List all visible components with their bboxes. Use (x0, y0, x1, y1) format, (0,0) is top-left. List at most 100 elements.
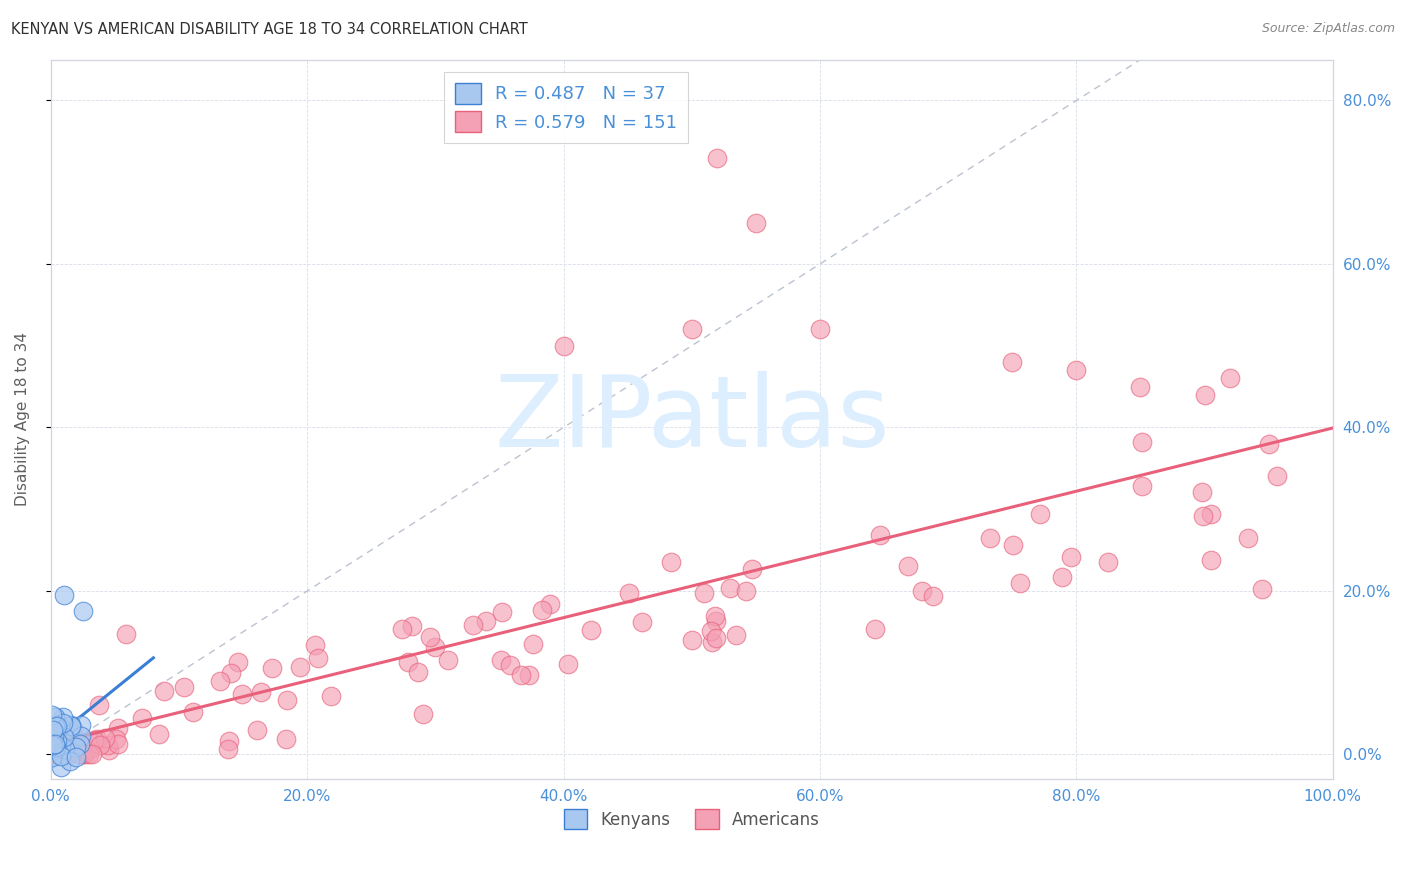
Point (51, 737, 73, 751)
Point (1199, 553, 1222, 567)
Point (725, 628, 748, 642)
Point (97, 738, 120, 752)
Point (921, 590, 943, 604)
Point (1265, 468, 1288, 483)
Point (1059, 549, 1081, 564)
Point (1194, 388, 1216, 402)
Point (693, 585, 716, 599)
Point (209, 674, 232, 689)
Point (173, 680, 195, 694)
Point (181, 705, 204, 719)
Point (41, 731, 63, 745)
Point (530, 603, 553, 617)
Point (41, 726, 63, 740)
Point (538, 597, 561, 611)
Point (52, 715, 75, 730)
Point (1008, 575, 1031, 590)
Point (307, 651, 329, 665)
Point (41, 742, 63, 756)
Point (288, 660, 311, 674)
Point (218, 734, 240, 748)
Point (579, 623, 602, 637)
Point (51, 747, 73, 762)
Point (107, 721, 129, 735)
Point (104, 731, 127, 746)
Point (44, 732, 66, 747)
Point (42, 729, 65, 743)
Point (49, 738, 72, 752)
Point (80, 747, 103, 762)
Point (46, 747, 69, 762)
Point (1251, 582, 1274, 596)
Point (1199, 507, 1222, 521)
Point (659, 555, 682, 569)
Point (97, 743, 120, 757)
Y-axis label: Disability Age 18 to 34: Disability Age 18 to 34 (15, 332, 30, 507)
Point (46, 743, 69, 757)
Point (321, 689, 343, 703)
Point (69, 737, 91, 751)
Point (59, 719, 82, 733)
Point (499, 657, 522, 672)
Point (681, 322, 703, 336)
Point (52, 588, 75, 602)
Text: KENYAN VS AMERICAN DISABILITY AGE 18 TO 34 CORRELATION CHART: KENYAN VS AMERICAN DISABILITY AGE 18 TO … (11, 22, 529, 37)
Point (41, 707, 63, 722)
Point (70, 718, 93, 732)
Point (706, 151, 728, 165)
Point (53, 729, 76, 743)
Point (115, 627, 138, 641)
Point (557, 657, 579, 672)
Point (419, 630, 441, 644)
Point (491, 653, 513, 667)
Point (274, 732, 297, 747)
Point (42, 747, 65, 762)
Point (412, 706, 434, 721)
Point (53, 742, 76, 756)
Point (1219, 371, 1241, 385)
Point (509, 667, 531, 681)
Point (49, 719, 72, 733)
Point (41, 732, 63, 747)
Text: Source: ZipAtlas.com: Source: ZipAtlas.com (1261, 22, 1395, 36)
Point (65, 745, 87, 759)
Point (396, 656, 419, 670)
Point (59, 723, 82, 737)
Point (83, 733, 105, 747)
Point (58, 727, 80, 741)
Point (86, 731, 108, 746)
Point (260, 661, 283, 675)
Point (79, 742, 101, 756)
Point (226, 656, 249, 670)
Point (44, 719, 66, 733)
Point (131, 710, 153, 724)
Point (44, 747, 66, 761)
Point (631, 615, 654, 629)
Point (41, 731, 63, 746)
Point (1192, 508, 1215, 523)
Point (44, 739, 66, 753)
Point (56, 741, 79, 756)
Point (70, 729, 93, 743)
Point (42, 723, 65, 737)
Point (148, 727, 170, 741)
Point (53, 723, 76, 737)
Point (897, 559, 920, 574)
Point (474, 614, 496, 628)
Point (1236, 532, 1258, 546)
Point (276, 692, 298, 706)
Point (44, 747, 66, 762)
Point (423, 640, 446, 654)
Point (1002, 538, 1025, 552)
Point (58, 731, 80, 745)
Point (46, 734, 69, 748)
Point (706, 615, 728, 629)
Point (48, 730, 70, 744)
Point (62, 722, 84, 736)
Point (1130, 434, 1153, 449)
Point (46, 745, 69, 759)
Point (60, 733, 83, 747)
Point (700, 635, 723, 649)
Point (53, 747, 76, 762)
Point (517, 668, 540, 682)
